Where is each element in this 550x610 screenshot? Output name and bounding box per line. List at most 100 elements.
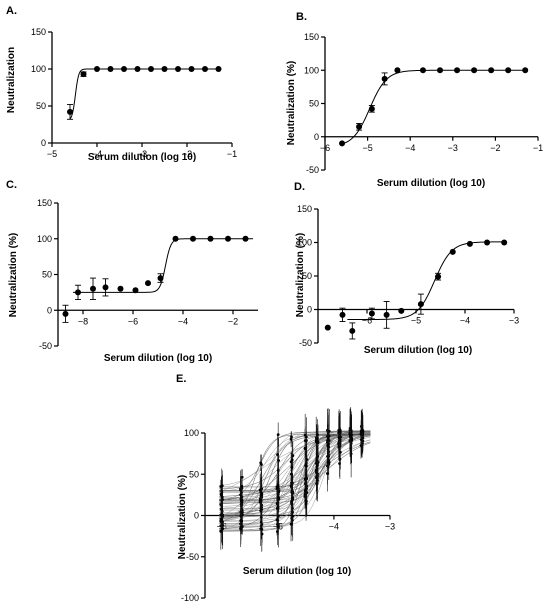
data-point <box>221 520 224 524</box>
data-point <box>326 461 330 464</box>
series-curve <box>219 441 371 497</box>
x-tick-label: −5 <box>411 316 421 326</box>
data-point <box>239 499 243 503</box>
series-curve <box>218 433 371 501</box>
y-tick-label: 100 <box>297 238 312 248</box>
data-point <box>219 529 223 533</box>
y-axis-title: Neutralization (%) <box>286 61 297 145</box>
x-tick-label: −4 <box>460 316 470 326</box>
data-point <box>67 108 73 115</box>
x-axis-title: Serum dilution (log 10) <box>88 152 196 163</box>
y-tick-label: 0 <box>307 305 312 315</box>
data-point <box>290 458 294 462</box>
data-point <box>258 499 262 502</box>
x-axis-title: Serum dilution (log 10) <box>243 566 351 577</box>
data-point <box>326 444 330 448</box>
data-point <box>202 66 208 72</box>
data-point <box>275 518 279 522</box>
data-point <box>148 66 154 72</box>
data-point <box>291 518 294 522</box>
y-tick-label: 50 <box>309 99 319 109</box>
data-point <box>304 502 308 505</box>
fit-curve <box>347 241 505 321</box>
data-point <box>121 66 127 72</box>
data-point <box>454 67 461 74</box>
data-point <box>305 487 308 490</box>
data-point <box>225 235 231 242</box>
data-point <box>484 239 491 246</box>
data-point <box>291 496 294 499</box>
data-point <box>522 67 529 74</box>
data-point <box>62 310 69 317</box>
x-tick-label: −5 <box>362 143 372 153</box>
y-tick-label: -50 <box>39 341 52 351</box>
chart-panel-c: C. -50 0 50 100 150 −8 −6 −4 −2 Neutralization (%)… <box>6 179 258 364</box>
data-point <box>207 235 214 242</box>
panel-letter: D. <box>294 181 305 193</box>
series-curve <box>219 434 371 522</box>
data-point <box>157 275 164 282</box>
y-tick-label: 150 <box>304 32 319 42</box>
data-point <box>471 67 478 74</box>
data-point <box>327 429 331 433</box>
data-point <box>339 311 346 318</box>
chart-panel-b: B. -50 0 50 100 150 −6 −5 −4 −3 −2 −1 Neutralization… <box>286 11 543 189</box>
chart-panel-a: A. 0 50 100 150 −5 −4 −3 −2 −1 Neutralization Serum… <box>6 5 237 163</box>
x-axis-title: Serum dilution (log 10) <box>104 353 212 364</box>
series-curve <box>219 434 371 509</box>
x-tick-label: −6 <box>362 316 372 326</box>
x-tick-label: −3 <box>509 316 519 326</box>
data-point <box>80 71 87 78</box>
y-tick-label: 150 <box>37 198 52 208</box>
data-point <box>220 495 224 499</box>
data-point <box>349 327 356 334</box>
data-point <box>259 520 263 524</box>
data-point <box>175 66 181 72</box>
data-point <box>240 519 244 523</box>
x-tick-label: −6 <box>128 316 138 326</box>
data-point <box>260 508 263 512</box>
data-point <box>215 66 222 72</box>
x-tick-label: −4 <box>178 316 188 326</box>
y-axis-title: Neutralization (%) <box>295 233 306 317</box>
data-point <box>219 517 223 521</box>
data-point <box>289 522 293 526</box>
data-point <box>242 235 249 242</box>
data-point <box>505 67 512 74</box>
data-point <box>417 301 424 308</box>
data-point <box>161 66 168 72</box>
data-point <box>466 240 473 247</box>
data-point <box>304 464 308 468</box>
data-point <box>117 285 124 292</box>
series-curve <box>218 434 371 521</box>
y-tick-label: 50 <box>36 101 46 111</box>
series-curve <box>219 430 371 526</box>
chart-panel-d: D. -50 0 50 100 150 −6 −5 −4 −3 Neutralization (%)… <box>294 181 519 356</box>
data-point <box>259 527 263 531</box>
series-curve <box>219 433 371 500</box>
series-curve <box>218 432 371 520</box>
y-tick-label: 100 <box>37 234 52 244</box>
data-point <box>134 66 141 72</box>
data-point <box>290 465 294 469</box>
panel-letter: E. <box>176 373 186 385</box>
data-point <box>419 67 426 74</box>
data-point <box>94 66 100 72</box>
x-tick-label: −1 <box>227 149 237 159</box>
data-point <box>260 463 263 466</box>
data-point <box>338 450 342 454</box>
data-point <box>132 287 139 294</box>
data-point <box>75 289 81 296</box>
y-tick-label: 150 <box>31 27 46 37</box>
y-tick-label: 50 <box>189 469 199 479</box>
data-point <box>316 463 319 467</box>
data-point <box>276 525 280 528</box>
x-tick-label: −2 <box>490 143 500 153</box>
y-tick-label: -50 <box>299 338 312 348</box>
data-point <box>239 527 242 531</box>
y-tick-label: 100 <box>184 428 199 438</box>
y-tick-label: 50 <box>42 270 52 280</box>
data-point <box>305 458 309 461</box>
